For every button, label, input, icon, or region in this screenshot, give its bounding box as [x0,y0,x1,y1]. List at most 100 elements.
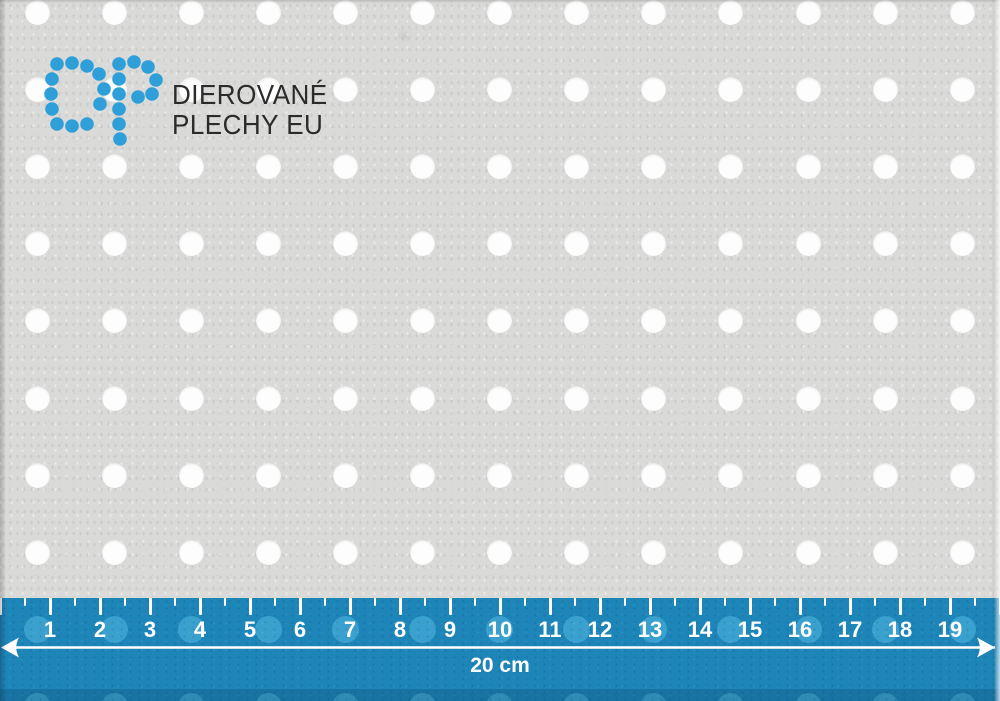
sheet-hole [24,385,50,411]
sheet-hole [564,231,590,257]
sheet-hole [718,462,744,488]
sheet-hole [487,385,513,411]
sheet-hole [101,231,127,257]
sheet-hole [332,76,358,102]
brand-wordmark: DIEROVANÉ PLECHY EU [172,80,328,140]
hole-under-ruler [100,693,128,701]
ruler-tick-minor [524,598,526,606]
sheet-hole [410,231,435,257]
hole-under-ruler [409,693,436,701]
ruler-tick-minor [124,598,126,606]
sheet-hole [487,231,513,257]
sheet-hole [255,462,281,488]
sheet-hole [24,539,50,565]
hole-under-ruler [871,616,899,644]
sheet-hole [564,462,590,488]
ruler-tick-major [898,598,902,615]
ruler-tick-major [48,598,52,615]
sheet-hole [101,539,127,565]
sheet-hole [410,153,435,179]
sheet-hole [178,153,204,179]
sheet-hole [487,308,513,334]
ruler-tick-major [398,598,402,615]
sheet-hole [641,76,667,102]
sheet-hole [795,153,821,179]
sheet-hole [872,0,898,25]
sheet-hole [641,385,667,411]
sheet-hole [718,0,744,25]
sheet-hole [641,539,667,565]
ruler-tick-major [98,598,102,615]
sheet-hole [795,0,821,25]
sheet-hole [564,0,590,25]
ruler-tick-major [798,598,802,615]
sheet-hole [332,539,358,565]
sheet-hole [178,539,204,565]
sheet-hole [255,539,281,565]
sheet-hole [332,385,358,411]
sheet-hole [718,308,744,334]
hole-under-ruler [23,693,51,701]
ruler-tick-major [0,598,2,615]
ruler-tick-minor [924,598,926,606]
ruler-tick-minor [174,598,176,606]
hole-under-ruler [331,616,359,644]
sheet-hole [487,76,513,102]
sheet-hole [564,385,590,411]
sheet-hole [718,539,744,565]
sheet-hole [178,76,204,102]
ruler-tick-major [298,598,302,615]
ruler-tick-minor [824,598,826,606]
hole-under-ruler [486,616,514,644]
sheet-hole [101,0,127,25]
ruler-tick-minor [424,598,426,606]
brand-line-2: PLECHY EU [172,109,324,140]
sheet-hole [949,76,975,102]
sheet-hole [332,153,358,179]
sheet-hole [949,308,975,334]
sheet-hole [332,231,358,257]
ruler-tick-minor [24,598,26,606]
sheet-hole [332,0,358,25]
ruler-tick-major [648,598,652,615]
hole-under-ruler [717,616,745,644]
ruler-tick-major [748,598,752,615]
hole-under-ruler [794,616,822,644]
ruler-tick-major [348,598,352,615]
sheet-hole [410,385,435,411]
sheet-hole [487,539,513,565]
sheet-hole [795,231,821,257]
hole-under-ruler [871,693,899,701]
hole-under-ruler [177,616,205,644]
hole-under-ruler [254,616,282,644]
ruler-tick-minor [674,598,676,606]
sheet-hole [487,0,513,25]
sheet-hole [564,76,590,102]
ruler-tick-major [148,598,152,615]
sheet-hole [718,385,744,411]
ruler-tick-minor [474,598,476,606]
ruler-tick-minor [624,598,626,606]
sheet-hole [487,153,513,179]
ruler-tick-major [948,598,952,615]
ruler-tick-major [498,598,502,615]
sheet-hole [872,231,898,257]
arrowhead-right [977,637,995,658]
surface-smudge [396,30,412,43]
sheet-hole [872,385,898,411]
ruler-band [0,598,1000,701]
sheet-hole [949,153,975,179]
ruler-tick-minor [874,598,876,606]
brand-line-1: DIEROVANÉ [172,79,328,110]
sheet-hole [949,385,975,411]
sheet-hole [872,539,898,565]
sheet-hole [641,231,667,257]
hole-under-ruler [948,616,976,644]
sheet-hole [332,308,358,334]
ruler-tick-major [698,598,702,615]
ruler-tick-major [548,598,552,615]
sheet-hole [255,385,281,411]
sheet-hole [178,231,204,257]
sheet-hole [255,76,281,102]
ruler-arrow [1,637,995,658]
